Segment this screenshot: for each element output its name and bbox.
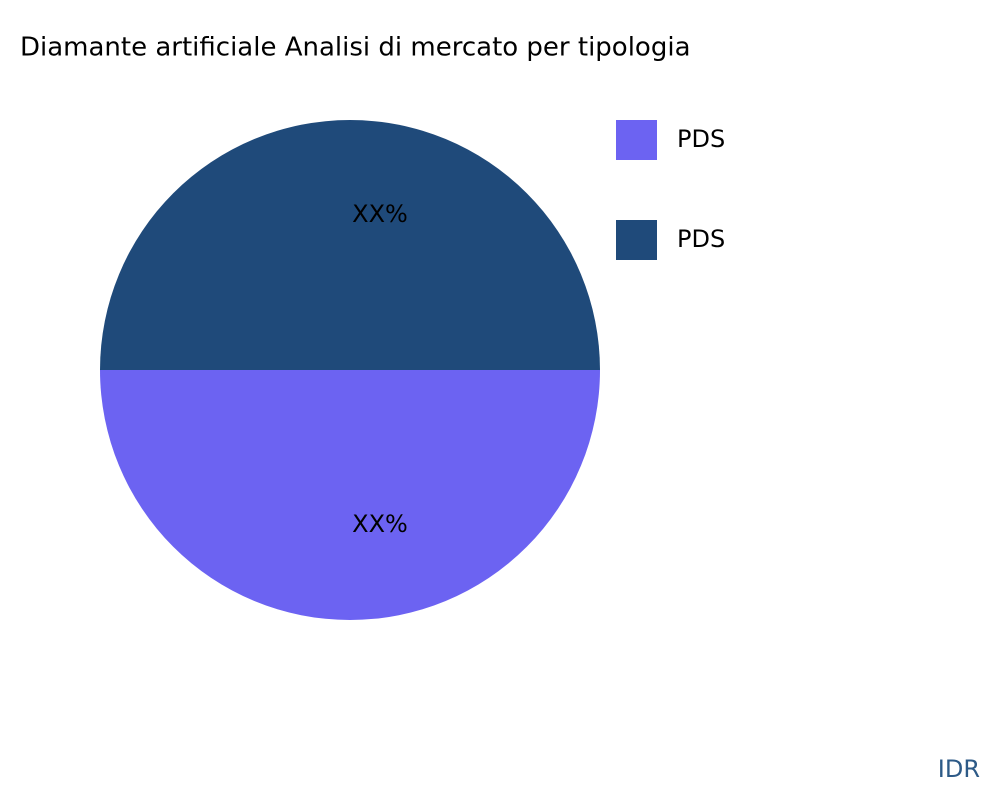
legend-swatch [616, 220, 657, 260]
pie-slice [100, 120, 600, 370]
chart-title: Diamante artificiale Analisi di mercato … [20, 33, 691, 63]
slice-label: XX% [352, 510, 408, 538]
legend-label: PDS [677, 125, 725, 153]
slice-label: XX% [352, 200, 408, 228]
watermark: IDR [938, 755, 980, 783]
legend-swatch [616, 120, 657, 160]
pie-slice [100, 370, 600, 620]
legend-label: PDS [677, 225, 725, 253]
